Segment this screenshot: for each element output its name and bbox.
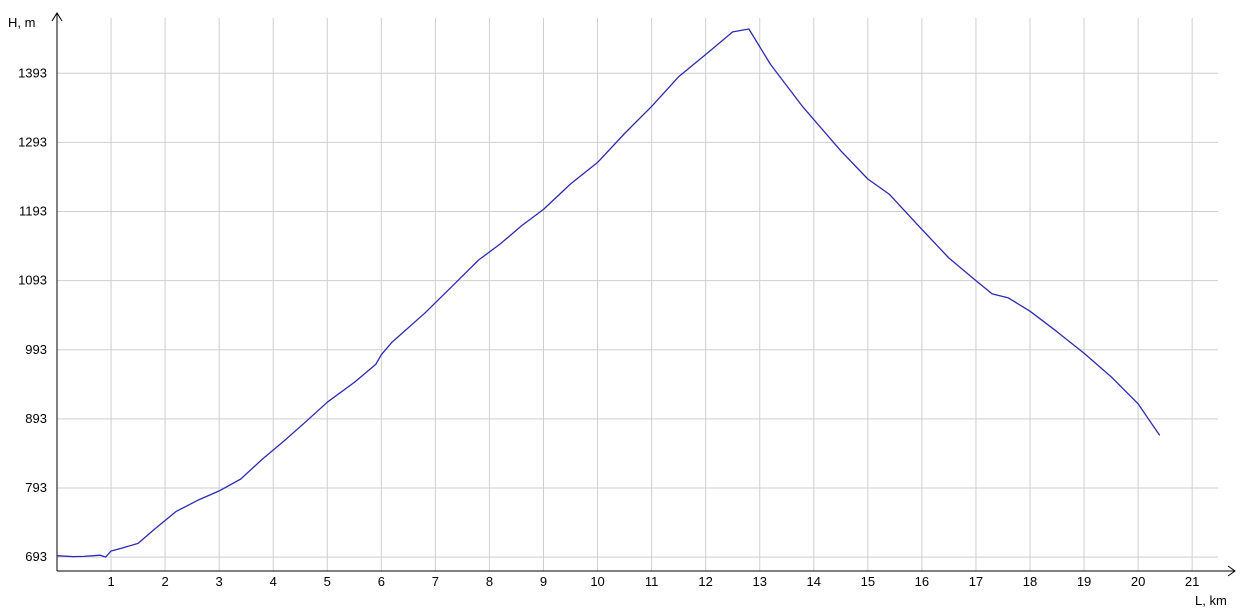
vertical-gridlines [110, 18, 1193, 571]
x-tick-label: 16 [915, 574, 929, 589]
x-tick-label: 7 [432, 574, 439, 589]
y-tick-label: 693 [25, 549, 47, 564]
y-tick-label: 793 [25, 480, 47, 495]
y-tick-label: 893 [25, 411, 47, 426]
y-tick-label: 1093 [18, 273, 47, 288]
x-tick-label: 20 [1131, 574, 1145, 589]
y-tick-label: 1393 [18, 65, 47, 80]
y-tick-label: 1293 [18, 134, 47, 149]
x-tick-label: 21 [1185, 574, 1199, 589]
x-tick-label: 3 [216, 574, 223, 589]
x-axis-label: L, km [1195, 593, 1227, 608]
x-tick-label: 14 [807, 574, 821, 589]
x-tick-label: 10 [590, 574, 604, 589]
x-tick-label: 1 [107, 574, 114, 589]
horizontal-gridlines [57, 72, 1218, 558]
x-tick-label: 9 [540, 574, 547, 589]
x-tick-label: 5 [324, 574, 331, 589]
y-tick-label: 1193 [19, 204, 47, 219]
x-tick-label: 12 [698, 574, 712, 589]
x-tick-label: 13 [752, 574, 766, 589]
x-tick-label: 17 [969, 574, 983, 589]
x-tick-label: 11 [645, 574, 659, 589]
x-tick-label: 4 [270, 574, 277, 589]
y-tick-label: 993 [25, 342, 47, 357]
x-tick-label: 6 [378, 574, 385, 589]
elevation-series-line [56, 28, 1161, 558]
y-tick-labels: 693 793 893 993 1093 1193 1293 1393 [18, 65, 47, 564]
x-tick-label: 2 [161, 574, 168, 589]
x-tick-label: 15 [861, 574, 875, 589]
x-tick-labels: 1 2 3 4 5 6 7 8 9 10 11 12 13 14 15 16 17 18 19 20 21 [107, 574, 1199, 589]
x-axis-arrow [1227, 565, 1236, 577]
y-axis-label: H, m [8, 15, 35, 30]
x-tick-label: 19 [1077, 574, 1091, 589]
x-tick-label: 8 [486, 574, 493, 589]
x-tick-label: 18 [1023, 574, 1037, 589]
y-axis-arrow [51, 12, 63, 22]
